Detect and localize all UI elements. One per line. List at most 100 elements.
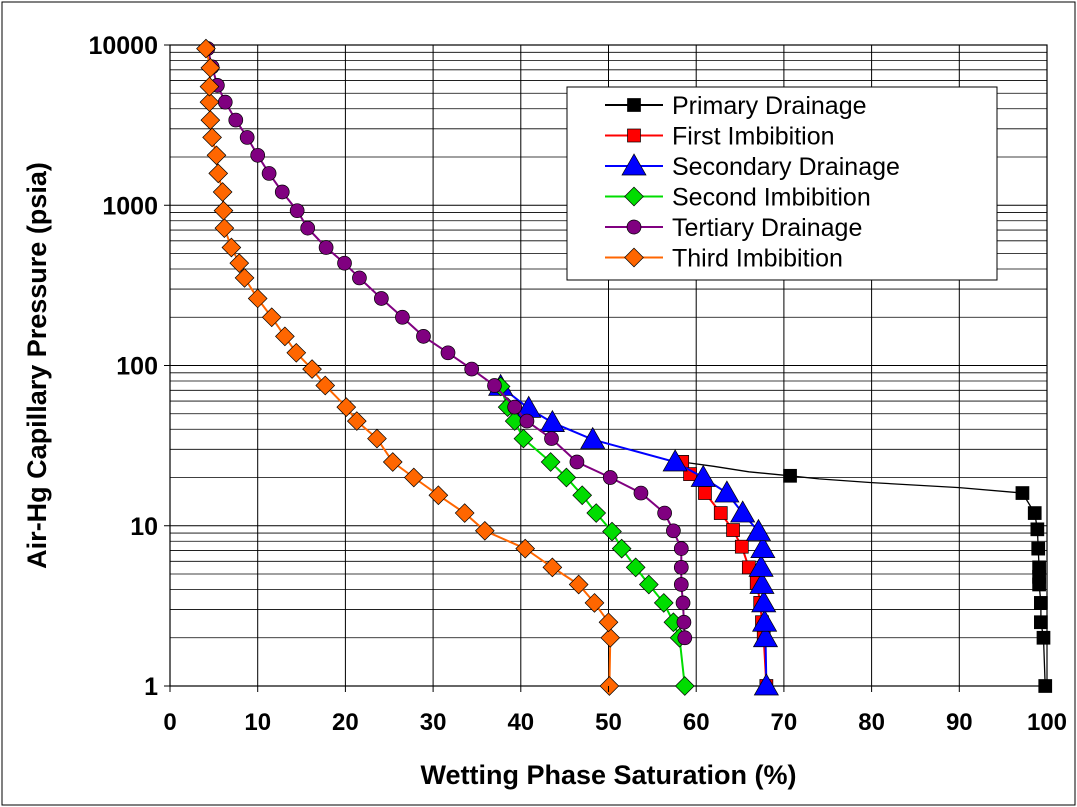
series-tertiary-drainage [200, 41, 693, 646]
data-point-tertiary-drainage [300, 220, 316, 236]
legend: Primary Drainage First ImbibitionSecondar… [566, 86, 998, 281]
legend-label: Third Imbibition [672, 245, 843, 273]
data-point-tertiary-drainage [675, 595, 691, 611]
data-point-primary-drainage [1031, 541, 1046, 556]
y-tick-label: 1 [144, 673, 158, 701]
legend-label: Second Imbibition [672, 184, 871, 212]
data-point-first-imbibition [713, 506, 728, 520]
legend-item: Third Imbibition [605, 245, 843, 273]
data-point-tertiary-drainage [519, 413, 535, 429]
data-point-third-imbibition [346, 411, 367, 431]
legend-item: Secondary Drainage [605, 153, 900, 181]
legend-item: Primary Drainage [605, 92, 867, 120]
data-point-tertiary-drainage [274, 184, 290, 200]
data-point-third-imbibition [202, 127, 222, 148]
y-tick-label: 10000 [88, 32, 158, 60]
x-tick-label: 90 [946, 709, 973, 736]
data-point-third-imbibition [247, 288, 268, 309]
data-point-second-imbibition [653, 593, 674, 613]
data-point-primary-drainage [1027, 506, 1042, 520]
data-point-tertiary-drainage [673, 560, 689, 575]
data-point-primary-drainage [1034, 615, 1048, 630]
data-point-tertiary-drainage [352, 270, 367, 286]
data-point-second-imbibition [611, 538, 632, 559]
legend-item: First Imbibition [605, 123, 835, 151]
legend-marker [621, 153, 647, 176]
series-layer [196, 38, 1053, 696]
data-point-primary-drainage [1036, 630, 1051, 645]
data-point-third-imbibition [367, 428, 387, 449]
legend-label: First Imbibition [672, 123, 835, 151]
data-point-tertiary-drainage [666, 523, 681, 539]
data-point-tertiary-drainage [228, 112, 244, 128]
data-point-tertiary-drainage [657, 505, 672, 521]
data-point-third-imbibition [200, 110, 221, 130]
data-point-third-imbibition [600, 627, 621, 648]
data-point-second-imbibition [586, 503, 607, 523]
x-tick-label: 70 [771, 709, 798, 736]
legend-marker [626, 219, 642, 235]
data-point-tertiary-drainage [217, 94, 233, 110]
data-point-secondary-drainage [662, 449, 688, 472]
series-line-tertiary-drainage [206, 48, 686, 638]
legend-marker [627, 98, 641, 112]
x-tick-label: 80 [858, 709, 885, 736]
data-point-secondary-drainage [730, 500, 756, 523]
data-point-secondary-drainage [580, 426, 606, 449]
data-point-tertiary-drainage [318, 240, 334, 255]
data-point-second-imbibition [513, 428, 534, 449]
legend-label: Primary Drainage [672, 92, 867, 120]
data-point-third-imbibition [454, 503, 475, 523]
data-point-tertiary-drainage [677, 630, 693, 646]
data-point-third-imbibition [568, 574, 589, 595]
legend-marker [624, 247, 644, 268]
data-point-third-imbibition [286, 342, 307, 363]
data-point-third-imbibition [208, 163, 229, 184]
data-point-third-imbibition [382, 452, 403, 472]
legend-item: Second Imbibition [605, 184, 871, 212]
legend-label: Tertiary Drainage [672, 214, 862, 242]
data-point-tertiary-drainage [289, 203, 305, 219]
data-point-tertiary-drainage [602, 470, 618, 485]
data-point-primary-drainage [1015, 486, 1030, 500]
data-point-primary-drainage [783, 468, 797, 483]
data-point-third-imbibition [229, 253, 250, 274]
data-point-third-imbibition [584, 593, 605, 613]
data-point-tertiary-drainage [569, 454, 585, 470]
x-tick-label: 100 [1027, 709, 1067, 736]
data-point-tertiary-drainage [507, 399, 523, 415]
data-point-secondary-drainage [753, 673, 779, 696]
data-point-tertiary-drainage [250, 147, 266, 163]
data-point-tertiary-drainage [673, 577, 689, 592]
legend-box [566, 86, 998, 281]
data-point-second-imbibition [556, 467, 577, 488]
legend-label: Secondary Drainage [672, 153, 900, 181]
data-point-third-imbibition [428, 485, 449, 506]
legend-marker [627, 128, 641, 143]
data-point-tertiary-drainage [395, 309, 410, 325]
data-point-tertiary-drainage [374, 291, 389, 306]
data-point-tertiary-drainage [464, 361, 480, 377]
series-third-imbibition [196, 38, 621, 696]
data-point-second-imbibition [625, 557, 646, 578]
data-point-secondary-drainage [714, 480, 740, 503]
x-axis-title: Wetting Phase Saturation (%) [420, 760, 796, 790]
data-point-third-imbibition [599, 676, 620, 696]
data-point-secondary-drainage [752, 609, 778, 632]
x-tick-label: 30 [420, 709, 447, 736]
data-point-primary-drainage [1032, 560, 1046, 575]
data-point-third-imbibition [221, 237, 242, 258]
data-point-tertiary-drainage [676, 614, 692, 630]
x-tick-label: 40 [507, 709, 534, 736]
data-point-secondary-drainage [749, 571, 775, 594]
data-point-tertiary-drainage [487, 378, 502, 393]
data-point-third-imbibition [403, 467, 424, 488]
data-point-first-imbibition [698, 486, 712, 500]
data-point-third-imbibition [213, 200, 234, 221]
data-point-third-imbibition [598, 612, 619, 633]
data-point-secondary-drainage [748, 554, 774, 577]
data-point-third-imbibition [515, 538, 536, 559]
data-point-second-imbibition [602, 521, 622, 542]
